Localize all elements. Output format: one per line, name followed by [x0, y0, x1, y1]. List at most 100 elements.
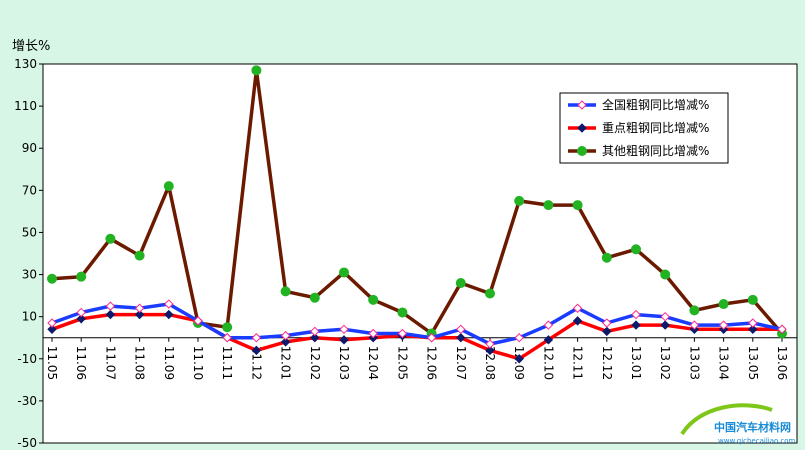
data-point [485, 339, 495, 349]
data-point [164, 309, 174, 320]
data-point [748, 324, 758, 335]
x-tick-label: 13.04 [717, 346, 731, 380]
data-point [748, 318, 758, 328]
data-point [280, 330, 291, 341]
watermark-title: 中国汽车材料网 [714, 420, 791, 434]
x-tick-label: 11.08 [133, 346, 147, 380]
data-point [602, 326, 612, 337]
x-tick-label: 12.03 [337, 346, 351, 380]
x-tick-label: 12.04 [366, 346, 380, 380]
x-tick-label: 12.10 [541, 346, 555, 380]
data-point [105, 233, 116, 244]
data-point [47, 273, 57, 284]
data-point [747, 294, 758, 305]
data-point [572, 316, 583, 326]
data-point [280, 286, 291, 297]
x-tick-label: 13.05 [746, 346, 760, 380]
data-point [251, 333, 262, 343]
data-point [514, 195, 525, 206]
data-point [105, 309, 116, 320]
data-point [514, 354, 524, 364]
data-point [631, 320, 641, 330]
data-point [309, 292, 320, 303]
x-tick-label: 13.06 [775, 346, 789, 380]
data-point [134, 309, 145, 320]
y-tick-label: 50 [22, 225, 37, 239]
legend-label: 重点粗钢同比增减% [602, 121, 709, 135]
data-point [310, 326, 320, 337]
data-point [543, 320, 554, 330]
data-point [339, 324, 349, 335]
x-tick-label: 12.05 [395, 346, 409, 380]
x-tick-label: 13.02 [658, 346, 672, 380]
x-tick-label: 11.06 [74, 346, 88, 380]
data-point [631, 244, 641, 255]
y-axis-label: 增长% [12, 39, 50, 54]
data-point [456, 324, 466, 335]
data-point [339, 335, 349, 345]
data-point [660, 269, 671, 280]
data-point [47, 324, 57, 335]
x-tick-label: 11.05 [45, 346, 59, 380]
data-point [339, 267, 349, 278]
data-point [47, 318, 57, 328]
data-point [689, 320, 700, 330]
data-point [514, 333, 524, 343]
data-point [76, 314, 86, 324]
data-point [193, 316, 203, 326]
data-point [222, 333, 232, 343]
x-tick-label: 12.01 [279, 346, 293, 380]
data-point [280, 337, 291, 347]
data-point [251, 65, 262, 76]
data-point [777, 324, 787, 335]
x-tick-label: 12.02 [308, 346, 322, 380]
x-tick-label: 12.08 [483, 346, 497, 380]
data-point [134, 303, 145, 313]
x-tick-label: 11.07 [103, 346, 117, 380]
series-line-0 [51, 302, 783, 346]
watermark-url: www.qichecailiao.com [718, 437, 796, 445]
legend-label: 全国粗钢同比增减% [602, 97, 709, 112]
x-tick-label: 11.10 [191, 346, 205, 380]
data-point [456, 333, 466, 343]
legend-swatch-marker [577, 100, 587, 110]
x-tick-label: 11.09 [162, 346, 176, 380]
data-point [718, 299, 729, 310]
x-tick-label: 12.11 [571, 346, 585, 380]
data-point [76, 271, 87, 282]
watermark-swoosh-icon [680, 403, 773, 436]
data-point [397, 328, 408, 339]
x-tick-label: 11.12 [249, 346, 263, 380]
y-tick-label: -30 [17, 394, 37, 408]
y-tick-label: 90 [22, 141, 37, 155]
data-point [572, 303, 583, 313]
data-point [134, 250, 145, 261]
y-tick-label: 30 [22, 268, 37, 282]
data-point [368, 328, 378, 339]
data-point [222, 322, 233, 333]
x-tick-label: 12.12 [600, 346, 614, 380]
data-point [310, 333, 320, 343]
data-point [572, 200, 583, 211]
data-point [164, 299, 174, 309]
y-tick-label: -10 [17, 352, 37, 366]
data-point [660, 320, 670, 330]
x-tick-label: 13.03 [687, 346, 701, 380]
data-point [76, 307, 86, 318]
data-point [485, 345, 495, 356]
y-tick-label: 70 [22, 183, 37, 197]
data-point [485, 288, 495, 299]
data-point [543, 200, 554, 211]
data-point [601, 252, 612, 263]
x-tick-label: 11.11 [220, 346, 234, 380]
legend-label: 其他粗钢同比增减% [602, 144, 709, 158]
data-point [689, 305, 700, 316]
data-point [163, 181, 174, 192]
legend-swatch-marker [577, 146, 587, 156]
watermark-logo: 中国汽车材料网 www.qichecailiao.com [680, 403, 796, 445]
x-tick-label: 13.01 [629, 346, 643, 380]
y-tick-label: 10 [22, 310, 37, 324]
data-point [543, 335, 554, 345]
